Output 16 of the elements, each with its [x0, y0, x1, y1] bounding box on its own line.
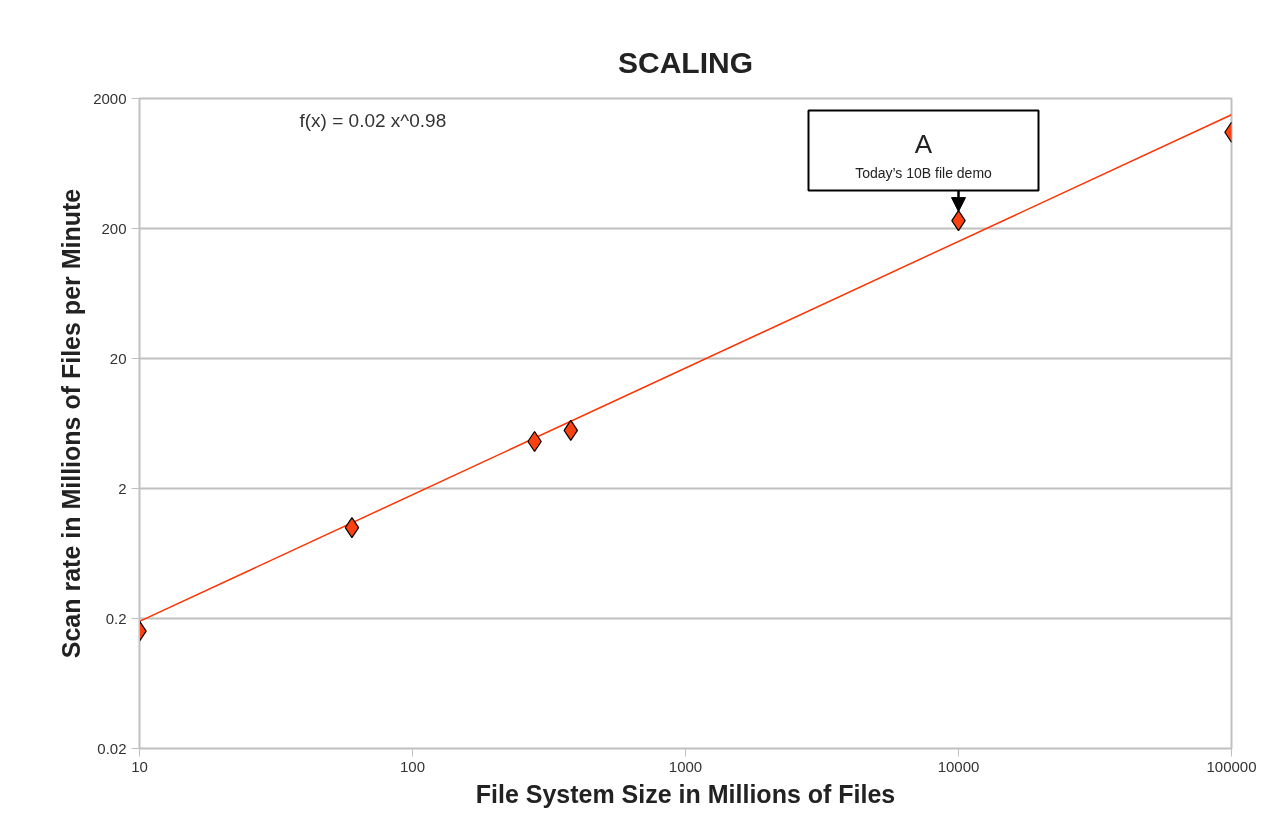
y-tick-label: 200 [101, 219, 127, 237]
y-tick-label: 0.02 [97, 739, 127, 757]
x-tick-label: 1000 [668, 757, 703, 775]
y-tick-label: 2000 [93, 89, 127, 107]
y-axis-title: Scan rate in Millions of Files per Minute [57, 188, 86, 659]
x-axis-title: File System Size in Millions of Files [475, 779, 896, 808]
chart-title: SCALING [618, 45, 753, 79]
x-tick-label: 10 [131, 757, 148, 775]
annotation: f(x) = 0.02 x^0.98 [299, 109, 447, 131]
y-tick-label: 2 [118, 479, 127, 497]
x-tick-label: 100000 [1206, 757, 1257, 775]
annotation: A Today’s 10B file demo [855, 128, 993, 181]
y-tick-label: 20 [109, 349, 127, 367]
y-tick-label: 0.2 [105, 609, 127, 627]
x-tick-label: 100 [399, 757, 426, 775]
x-tick-label: 10000 [937, 757, 980, 775]
